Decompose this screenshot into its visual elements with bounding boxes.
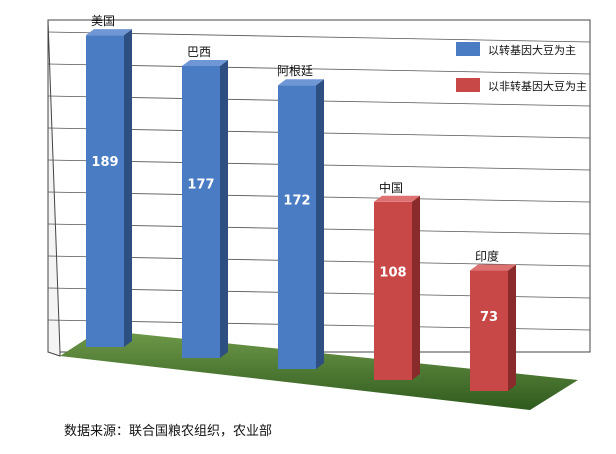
- bar-4: 73 印度: [470, 249, 516, 391]
- data-label: 172: [283, 193, 310, 208]
- category-label: 中国: [379, 180, 403, 195]
- category-label: 印度: [475, 249, 499, 264]
- bar-top: [182, 59, 228, 66]
- bar-side: [124, 29, 132, 348]
- category-label: 阿根廷: [277, 64, 313, 78]
- legend-swatch-non-gm: [456, 78, 480, 92]
- bar-front: [182, 65, 220, 358]
- legend-label-non-gm: 以非转基因大豆为主: [488, 79, 587, 93]
- source-note: 数据来源：联合国粮农组织，农业部: [64, 424, 273, 439]
- legend: 以转基因大豆为主 以非转基因大豆为主: [456, 42, 587, 93]
- bar-side: [316, 79, 324, 369]
- data-label: 73: [480, 310, 498, 325]
- bar-1: 177 巴西: [182, 45, 228, 358]
- legend-label-gm: 以转基因大豆为主: [488, 43, 576, 57]
- category-label: 美国: [91, 14, 115, 28]
- bar-front: [86, 35, 124, 348]
- bar-side: [508, 264, 516, 391]
- data-label: 177: [187, 178, 214, 193]
- bar-front: [374, 201, 412, 380]
- bar-2: 172 阿根廷: [277, 64, 324, 369]
- bar-front: [278, 85, 316, 369]
- gridline: [47, 31, 591, 43]
- category-label: 巴西: [187, 45, 211, 59]
- bar-top: [374, 195, 420, 202]
- bar-3: 108 中国: [374, 180, 420, 380]
- data-label: 108: [379, 266, 406, 281]
- legend-swatch-gm: [456, 42, 480, 56]
- bar-top: [86, 29, 132, 36]
- bar-side: [412, 195, 420, 380]
- bar-side: [220, 59, 228, 358]
- bar-top: [278, 79, 324, 86]
- bar-front: [470, 270, 508, 391]
- bar-top: [470, 264, 516, 271]
- bars: 189 美国 177 巴西 172 阿根廷 108 中国 73 印度: [86, 14, 516, 391]
- bar-0: 189 美国: [86, 14, 132, 348]
- gridline: [47, 63, 591, 75]
- data-label: 189: [91, 155, 118, 170]
